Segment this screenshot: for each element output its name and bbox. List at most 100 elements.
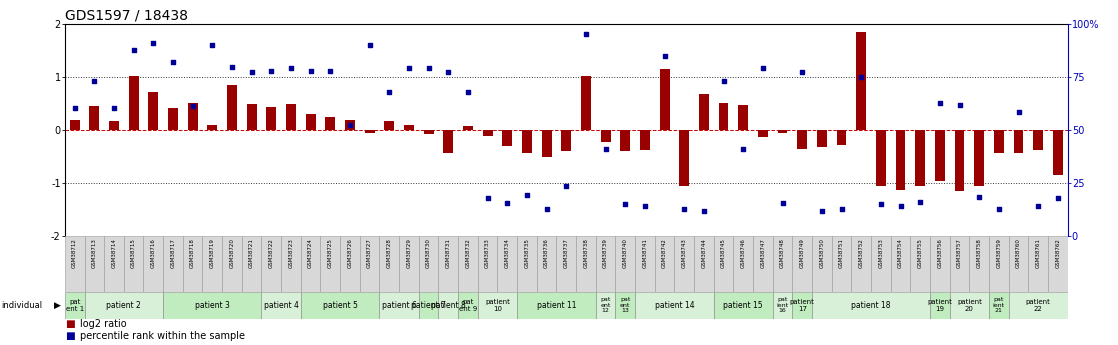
- Bar: [477, 236, 498, 292]
- Text: GSM38718: GSM38718: [190, 238, 196, 268]
- Text: GSM38736: GSM38736: [544, 238, 549, 268]
- Text: GSM38762: GSM38762: [1055, 238, 1060, 268]
- Text: GSM38751: GSM38751: [838, 238, 844, 268]
- Bar: [463, 126, 473, 130]
- Point: [400, 65, 418, 70]
- Bar: [124, 236, 143, 292]
- Text: GSM38756: GSM38756: [937, 238, 942, 268]
- Text: GSM38740: GSM38740: [623, 238, 628, 268]
- Bar: [129, 76, 139, 130]
- Bar: [1014, 130, 1023, 152]
- Bar: [974, 130, 984, 186]
- Bar: [561, 130, 571, 151]
- Bar: [345, 120, 354, 130]
- Bar: [615, 236, 635, 292]
- Point: [714, 79, 732, 84]
- Bar: [1008, 236, 1029, 292]
- Bar: [143, 236, 163, 292]
- Bar: [424, 130, 434, 135]
- Text: ■: ■: [65, 319, 75, 329]
- Bar: [208, 125, 217, 130]
- Bar: [836, 130, 846, 145]
- Bar: [399, 236, 419, 292]
- Bar: [301, 292, 379, 319]
- Text: patient 8: patient 8: [430, 301, 466, 310]
- Bar: [832, 236, 852, 292]
- Text: GSM38755: GSM38755: [918, 238, 922, 268]
- Text: GSM38732: GSM38732: [465, 238, 471, 268]
- Point: [794, 69, 812, 75]
- Bar: [477, 292, 518, 319]
- Bar: [1033, 130, 1043, 150]
- Bar: [458, 236, 477, 292]
- Point: [852, 75, 870, 80]
- Text: GSM38761: GSM38761: [1035, 238, 1041, 268]
- Bar: [713, 292, 773, 319]
- Bar: [364, 130, 375, 133]
- Text: pat
ent
13: pat ent 13: [620, 297, 631, 313]
- Bar: [65, 292, 85, 319]
- Bar: [674, 236, 694, 292]
- Point: [439, 69, 457, 75]
- Text: GSM38726: GSM38726: [348, 238, 352, 268]
- Text: patient 2: patient 2: [106, 301, 141, 310]
- Text: GSM38722: GSM38722: [268, 238, 274, 268]
- Point: [164, 60, 182, 65]
- Point: [341, 122, 359, 128]
- Point: [282, 65, 300, 70]
- Point: [459, 89, 477, 95]
- Bar: [537, 236, 557, 292]
- Text: GSM38750: GSM38750: [819, 238, 824, 268]
- Point: [675, 206, 693, 211]
- Text: pat
ent 1: pat ent 1: [66, 299, 84, 312]
- Text: individual: individual: [1, 301, 42, 310]
- Text: patient
10: patient 10: [485, 299, 510, 312]
- Bar: [1008, 292, 1068, 319]
- Bar: [877, 130, 885, 186]
- Bar: [738, 105, 748, 130]
- Bar: [773, 236, 793, 292]
- Bar: [576, 236, 596, 292]
- Text: GSM38715: GSM38715: [131, 238, 136, 268]
- Bar: [419, 292, 438, 319]
- Text: percentile rank within the sample: percentile rank within the sample: [80, 332, 246, 341]
- Text: GSM38720: GSM38720: [229, 238, 235, 268]
- Bar: [733, 236, 754, 292]
- Text: patient 4: patient 4: [264, 301, 299, 310]
- Bar: [183, 236, 202, 292]
- Point: [66, 105, 84, 111]
- Bar: [615, 292, 635, 319]
- Text: GSM38724: GSM38724: [309, 238, 313, 268]
- Bar: [754, 236, 773, 292]
- Bar: [222, 236, 241, 292]
- Bar: [262, 236, 281, 292]
- Text: pat
ent
12: pat ent 12: [600, 297, 610, 313]
- Bar: [635, 236, 655, 292]
- Bar: [542, 130, 551, 157]
- Text: GSM38738: GSM38738: [584, 238, 588, 268]
- Text: GSM38753: GSM38753: [879, 238, 883, 268]
- Bar: [518, 236, 537, 292]
- Bar: [817, 130, 827, 147]
- Bar: [360, 236, 379, 292]
- Point: [557, 183, 575, 189]
- Bar: [596, 292, 615, 319]
- Bar: [241, 236, 262, 292]
- Point: [616, 202, 634, 207]
- Point: [872, 202, 890, 207]
- Text: pat
ient
21: pat ient 21: [993, 297, 1005, 313]
- Bar: [188, 103, 198, 130]
- Bar: [793, 292, 812, 319]
- Text: GSM38735: GSM38735: [524, 238, 530, 268]
- Point: [243, 69, 260, 75]
- Bar: [227, 85, 237, 130]
- Text: GSM38737: GSM38737: [563, 238, 569, 268]
- Bar: [301, 236, 321, 292]
- Bar: [871, 236, 891, 292]
- Point: [518, 192, 536, 198]
- Bar: [989, 236, 1008, 292]
- Bar: [163, 292, 262, 319]
- Text: GSM38716: GSM38716: [151, 238, 155, 268]
- Text: GSM38741: GSM38741: [643, 238, 647, 268]
- Text: GSM38759: GSM38759: [996, 238, 1002, 268]
